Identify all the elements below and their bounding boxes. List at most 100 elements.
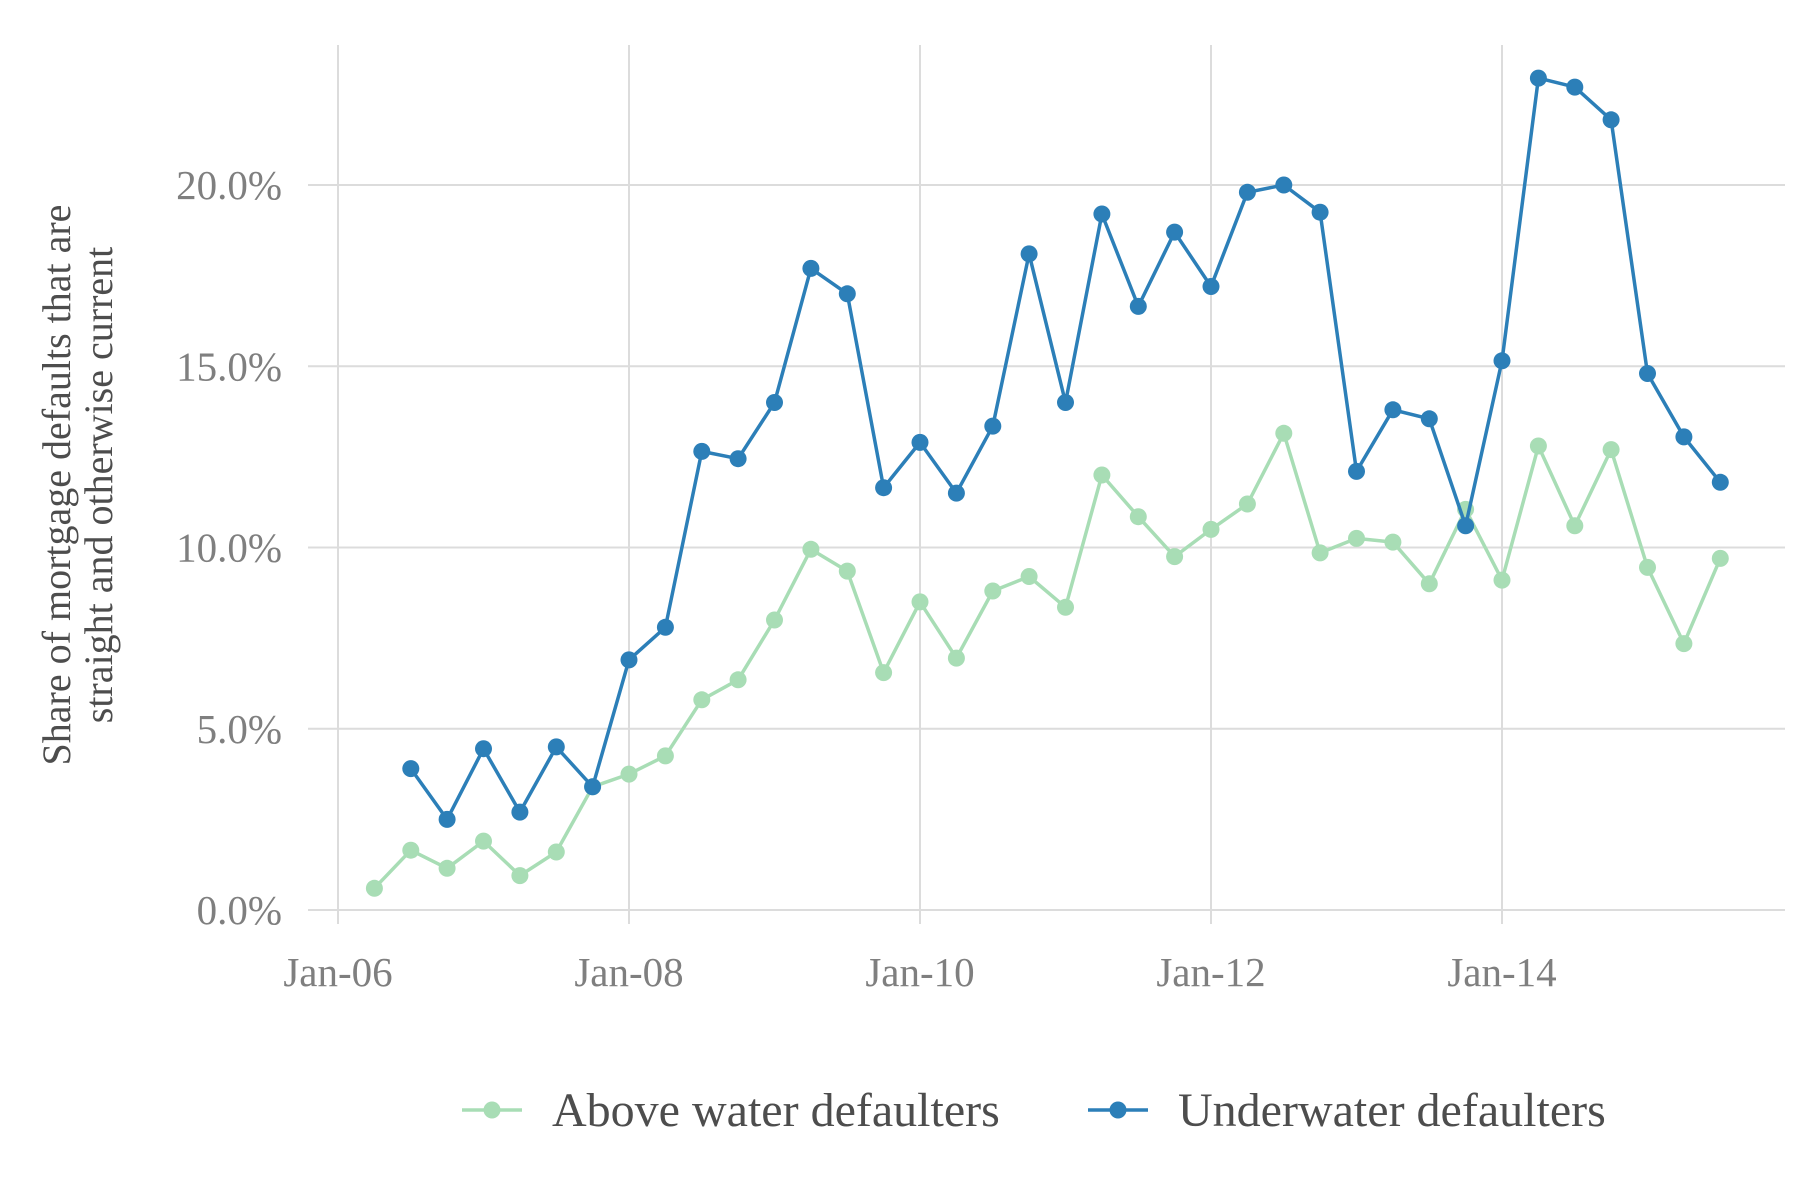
data-point-1-29 <box>1457 517 1475 535</box>
y-tick-label-4: 20.0% <box>176 162 282 208</box>
data-point-1-18 <box>1057 394 1074 411</box>
series <box>365 69 1729 897</box>
data-point-0-14 <box>875 664 893 682</box>
data-point-0-10 <box>729 671 747 689</box>
data-point-0-23 <box>1202 520 1220 538</box>
data-point-0-24 <box>1238 495 1256 513</box>
series-line-0 <box>373 431 1722 890</box>
data-point-0-37 <box>1711 549 1729 567</box>
data-point-1-6 <box>620 651 638 669</box>
data-point-1-9 <box>729 450 747 468</box>
data-point-1-0 <box>402 760 420 778</box>
y-axis-title-line-2: straight and otherwise current <box>76 247 121 724</box>
data-point-1-36 <box>1711 473 1729 491</box>
data-point-0-29 <box>1420 575 1438 593</box>
x-tick-label-0: Jan-06 <box>283 949 392 995</box>
data-point-0-9 <box>693 691 711 709</box>
data-point-0-8 <box>656 747 674 765</box>
x-tick-label-2: Jan-10 <box>865 949 974 995</box>
data-point-0-11 <box>766 611 783 629</box>
legend-marker-1 <box>1109 1101 1127 1119</box>
data-point-0-4 <box>511 867 529 885</box>
data-point-1-20 <box>1129 297 1147 315</box>
data-point-1-1 <box>438 810 456 828</box>
y-tick-label-2: 10.0% <box>176 525 282 571</box>
data-point-1-7 <box>656 618 674 636</box>
y-tick-label-0: 0.0% <box>197 887 282 933</box>
data-point-1-31 <box>1529 69 1547 87</box>
data-point-1-17 <box>1020 245 1038 263</box>
data-point-0-5 <box>547 843 565 861</box>
data-point-0-27 <box>1348 529 1365 547</box>
data-point-1-12 <box>838 285 856 303</box>
data-point-0-16 <box>947 649 965 667</box>
data-point-1-21 <box>1166 223 1184 241</box>
data-point-1-32 <box>1566 78 1584 96</box>
data-point-1-2 <box>475 740 492 758</box>
data-point-0-21 <box>1129 508 1147 526</box>
series-1 <box>402 69 1729 828</box>
data-point-1-19 <box>1093 205 1111 223</box>
legend-marker-0 <box>483 1101 501 1119</box>
data-point-0-25 <box>1275 424 1293 442</box>
data-point-0-20 <box>1093 466 1111 484</box>
series-0 <box>365 424 1729 897</box>
data-point-0-28 <box>1384 533 1402 551</box>
data-point-0-18 <box>1020 568 1038 585</box>
data-point-1-10 <box>766 394 783 411</box>
data-point-0-17 <box>984 582 1002 600</box>
grid <box>308 45 1785 924</box>
data-point-0-1 <box>402 841 420 859</box>
data-point-1-15 <box>947 484 965 502</box>
legend-label-1: Underwater defaulters <box>1178 1084 1606 1137</box>
axes: 0.0% 5.0% 10.0% 15.0% 20.0% Jan-06 Jan-08 Jan-1… <box>176 162 1557 995</box>
data-point-1-30 <box>1493 352 1511 370</box>
data-point-1-26 <box>1348 462 1365 480</box>
data-point-1-4 <box>547 738 565 756</box>
data-point-1-5 <box>584 778 602 796</box>
data-point-1-27 <box>1384 401 1402 419</box>
data-point-1-16 <box>984 417 1002 435</box>
data-point-0-7 <box>620 765 638 783</box>
data-point-1-25 <box>1311 203 1329 221</box>
data-point-1-24 <box>1275 176 1293 194</box>
data-point-0-2 <box>438 859 456 877</box>
x-tick-label-1: Jan-08 <box>574 949 683 995</box>
data-point-0-34 <box>1602 441 1620 459</box>
data-point-1-23 <box>1238 183 1256 201</box>
x-tick-label-4: Jan-14 <box>1447 949 1556 995</box>
data-point-1-28 <box>1420 410 1438 428</box>
data-point-1-8 <box>693 442 711 460</box>
data-point-0-32 <box>1529 437 1547 455</box>
data-point-0-13 <box>838 562 856 580</box>
y-tick-label-3: 15.0% <box>176 343 282 389</box>
data-point-1-11 <box>802 259 820 277</box>
data-point-0-36 <box>1675 635 1693 653</box>
data-point-0-12 <box>802 540 820 558</box>
legend-item-0: Above water defaulters <box>462 1084 1000 1137</box>
data-point-1-35 <box>1675 428 1693 446</box>
legend-label-0: Above water defaulters <box>552 1084 1000 1137</box>
data-point-1-33 <box>1602 111 1620 129</box>
data-point-0-33 <box>1566 517 1584 535</box>
data-point-1-22 <box>1202 278 1220 295</box>
data-point-0-0 <box>365 879 383 897</box>
data-point-0-19 <box>1057 598 1074 616</box>
data-point-0-22 <box>1166 548 1184 566</box>
legend: Above water defaulters Underwater default… <box>462 1084 1606 1137</box>
data-point-0-3 <box>475 832 492 850</box>
data-point-0-26 <box>1311 544 1329 562</box>
data-point-0-15 <box>911 593 929 611</box>
y-axis-title-line-1: Share of mortgage defaults that are <box>34 205 79 766</box>
data-point-1-13 <box>875 479 893 497</box>
x-tick-label-3: Jan-12 <box>1156 949 1265 995</box>
data-point-0-31 <box>1493 571 1511 589</box>
data-point-0-35 <box>1639 558 1656 576</box>
series-line-1 <box>409 76 1722 822</box>
data-point-1-14 <box>911 433 929 451</box>
data-point-1-3 <box>511 803 529 821</box>
data-point-1-34 <box>1639 365 1656 382</box>
y-tick-label-1: 5.0% <box>197 706 282 752</box>
